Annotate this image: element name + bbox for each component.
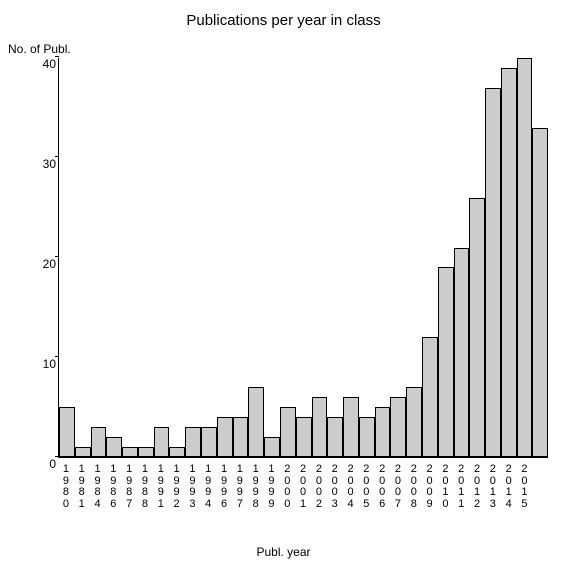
x-tick-label: 2001 [295,460,311,520]
x-tick-label: 1993 [185,460,201,520]
y-tick-label: 40 [26,57,56,71]
x-tick-label: 2008 [406,460,422,520]
y-axis-label: No. of Publ. [8,42,71,56]
bar [532,128,548,457]
x-tick-label: 2015 [517,460,533,520]
bar [501,68,517,457]
bars-group [59,58,548,457]
y-tick-mark [55,156,59,157]
chart-title: Publications per year in class [0,12,567,29]
x-tick-label: 1996 [216,460,232,520]
x-axis-label: Publ. year [0,545,567,559]
bar [406,387,422,457]
x-tick-label: 1981 [74,460,90,520]
bar [517,58,533,457]
x-tick-label: 1994 [200,460,216,520]
bar [422,337,438,457]
bar [485,88,501,457]
x-tick-label: 1988 [137,460,153,520]
plot-area [58,58,548,458]
bar [91,427,107,457]
bar [138,447,154,457]
x-tick-label: 2003 [327,460,343,520]
x-tick-label: 1987 [121,460,137,520]
x-tick-label: 2014 [501,460,517,520]
x-tick-label [532,460,548,520]
x-tick-label: 2010 [438,460,454,520]
bar [264,437,280,457]
bar [59,407,75,457]
bar [296,417,312,457]
y-tick-label: 10 [26,357,56,371]
x-tick-label: 2002 [311,460,327,520]
x-tick-label: 1980 [58,460,74,520]
x-tick-label: 2011 [453,460,469,520]
y-tick-mark [55,456,59,457]
bar [390,397,406,457]
bar [359,417,375,457]
x-tick-label: 2005 [358,460,374,520]
x-tick-label: 2007 [390,460,406,520]
bar [343,397,359,457]
x-tick-label: 2013 [485,460,501,520]
y-tick-mark [55,356,59,357]
bar [154,427,170,457]
bar [201,427,217,457]
bar [248,387,264,457]
x-tick-label: 1997 [232,460,248,520]
x-tick-label: 2012 [469,460,485,520]
x-tick-label: 1999 [264,460,280,520]
x-tick-label: 2009 [422,460,438,520]
bar [106,437,122,457]
bar [312,397,328,457]
y-tick-label: 30 [26,157,56,171]
bar [185,427,201,457]
x-ticks: 1980198119841986198719881991199219931994… [58,460,548,520]
bar [454,248,470,457]
x-tick-label: 2004 [343,460,359,520]
y-tick-label: 0 [26,457,56,471]
y-tick-mark [55,56,59,57]
x-tick-label: 1998 [248,460,264,520]
x-tick-label: 2006 [374,460,390,520]
y-tick-label: 20 [26,257,56,271]
bar [122,447,138,457]
chart-container: Publications per year in class No. of Pu… [0,0,567,567]
x-tick-label: 1986 [105,460,121,520]
x-tick-label: 2000 [279,460,295,520]
bar [169,447,185,457]
x-tick-label: 1991 [153,460,169,520]
bar [375,407,391,457]
bar [217,417,233,457]
bar [75,447,91,457]
x-tick-label: 1992 [169,460,185,520]
bar [438,267,454,457]
y-tick-mark [55,256,59,257]
x-tick-label: 1984 [90,460,106,520]
bar [233,417,249,457]
y-ticks: 010203040 [24,58,58,458]
bar [469,198,485,457]
bar [280,407,296,457]
bar [327,417,343,457]
